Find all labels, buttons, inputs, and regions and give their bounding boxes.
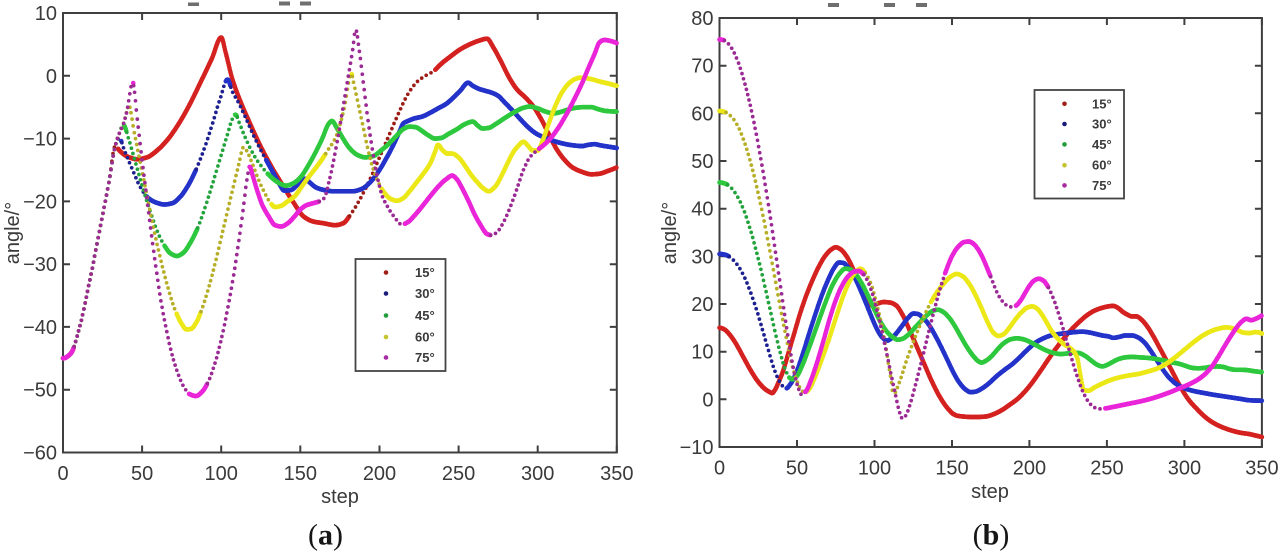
svg-text:−10: −10 [680, 437, 714, 459]
svg-text:step: step [971, 481, 1009, 503]
svg-text:50: 50 [691, 151, 713, 173]
svg-text:−50: −50 [23, 380, 57, 402]
svg-text:−30: −30 [23, 254, 57, 276]
svg-text:350: 350 [1245, 458, 1278, 480]
svg-text:250: 250 [1090, 458, 1123, 480]
svg-text:250: 250 [442, 463, 475, 485]
svg-text:80: 80 [691, 8, 713, 30]
svg-text:200: 200 [1013, 458, 1046, 480]
svg-text:−40: −40 [23, 317, 57, 339]
svg-text:angle/°: angle/° [2, 202, 24, 265]
svg-text:40: 40 [691, 199, 713, 221]
svg-text:−20: −20 [23, 191, 57, 213]
svg-text:70: 70 [691, 56, 713, 78]
svg-text:(b): (b) [973, 519, 1010, 552]
svg-text:−60: −60 [23, 443, 57, 465]
svg-text:−10: −10 [23, 129, 57, 151]
svg-text:0: 0 [46, 66, 57, 88]
svg-text:100: 100 [858, 458, 891, 480]
svg-text:10: 10 [35, 3, 57, 25]
svg-text:10: 10 [691, 342, 713, 364]
svg-text:angle/°: angle/° [659, 202, 681, 265]
svg-text:step: step [321, 486, 359, 508]
svg-text:60: 60 [691, 103, 713, 125]
svg-text:50: 50 [786, 458, 808, 480]
svg-text:200: 200 [363, 463, 396, 485]
svg-text:20: 20 [691, 294, 713, 316]
svg-text:100: 100 [205, 463, 238, 485]
svg-text:0: 0 [714, 458, 725, 480]
svg-text:150: 150 [284, 463, 317, 485]
svg-text:(a): (a) [308, 519, 343, 552]
svg-text:300: 300 [1168, 458, 1201, 480]
svg-text:150: 150 [935, 458, 968, 480]
svg-text:30: 30 [691, 246, 713, 268]
svg-text:50: 50 [131, 463, 153, 485]
svg-text:300: 300 [521, 463, 554, 485]
svg-text:0: 0 [57, 463, 68, 485]
svg-text:0: 0 [702, 389, 713, 411]
svg-text:350: 350 [600, 463, 633, 485]
